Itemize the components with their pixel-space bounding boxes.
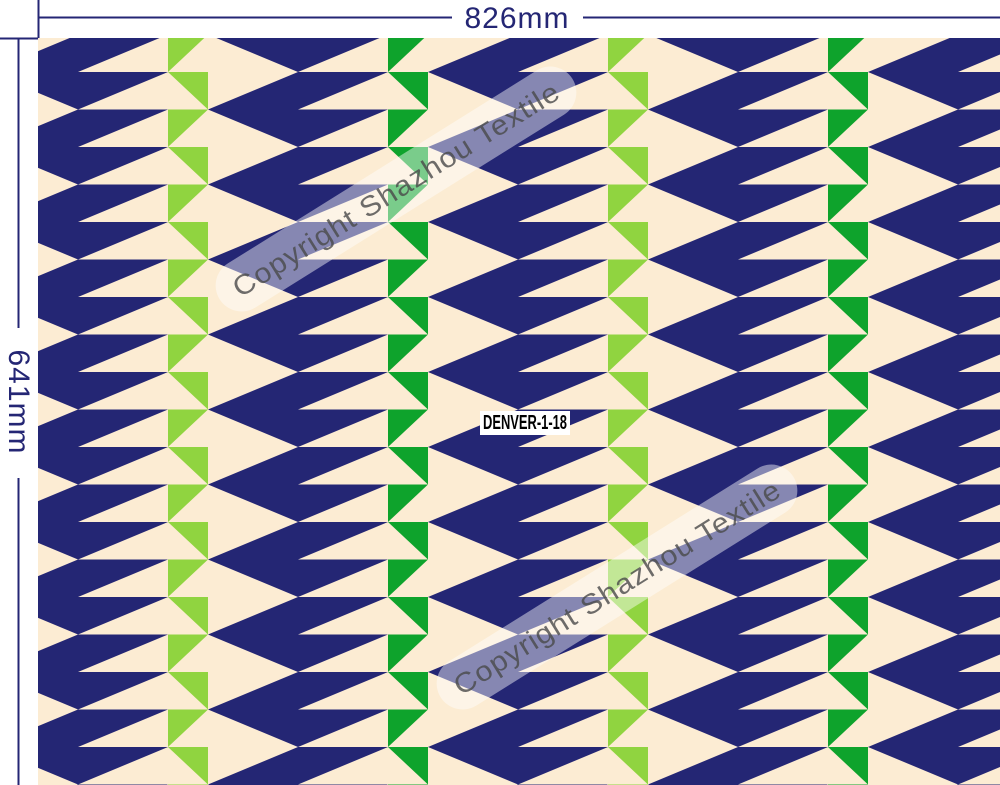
height-dimension-label: 641mm — [2, 349, 35, 454]
design-code-label: DENVER-1-18 — [480, 411, 570, 435]
design-code-text: DENVER-1-18 — [483, 412, 567, 434]
watermark-band-background — [436, 464, 798, 710]
watermark-band-background — [215, 66, 577, 312]
design-code-box — [480, 411, 570, 435]
width-dimension-label: 826mm — [464, 2, 569, 35]
